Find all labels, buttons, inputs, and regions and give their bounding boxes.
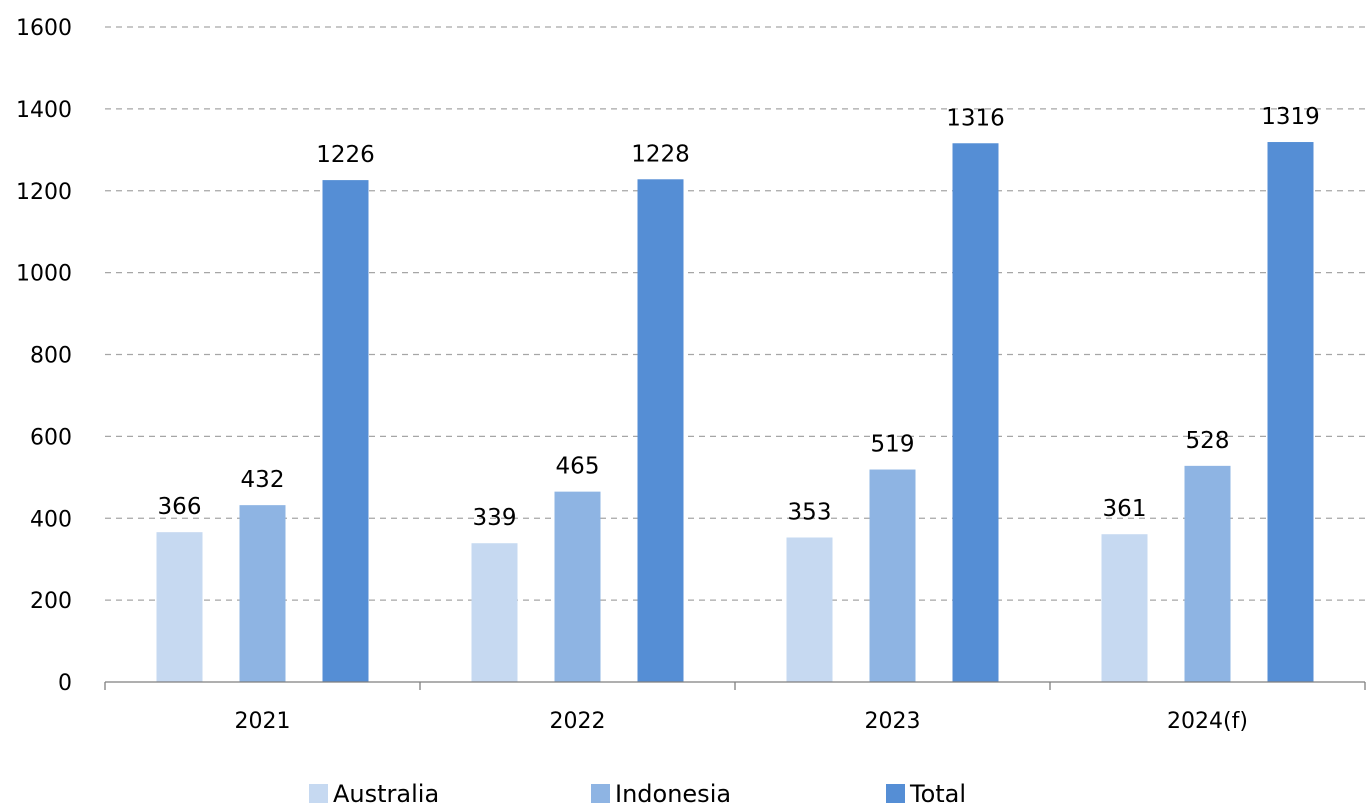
y-tick-label-600: 600: [30, 425, 72, 450]
bars: [156, 142, 1314, 683]
legend: Australia Indonesia Total: [309, 780, 966, 805]
legend-label-indonesia: Indonesia: [615, 780, 731, 805]
bar-australia-2021: [156, 532, 203, 682]
y-tick-label-400: 400: [30, 507, 72, 532]
bar-total-2023: [952, 143, 999, 682]
y-tick-label-0: 0: [58, 671, 72, 696]
data-label-total-2024-f: 1319: [1261, 104, 1320, 130]
y-tick-label-1600: 1600: [16, 16, 72, 41]
data-label-australia-2023: 353: [788, 499, 832, 525]
data-label-australia-2024-f: 361: [1103, 496, 1147, 522]
legend-swatch-total: [886, 784, 905, 803]
bar-indonesia-2021: [239, 505, 286, 682]
legend-label-australia: Australia: [333, 780, 439, 805]
data-labels: 366 432 1226 339 465 1228 353 519 1316 361 528 1319: [158, 104, 1320, 531]
data-label-total-2022: 1228: [631, 141, 690, 167]
x-axis: 2021 2022 2023 2024(f): [104, 681, 1366, 734]
bar-indonesia-2024-f: [1184, 465, 1231, 682]
bar-indonesia-2022: [554, 491, 601, 682]
x-tick-label-2021: 2021: [235, 709, 291, 734]
data-label-australia-2022: 339: [473, 505, 517, 531]
y-tick-label-1000: 1000: [16, 262, 72, 287]
bar-australia-2023: [786, 537, 833, 682]
y-axis-tick-labels: 0 200 400 600 800 1000 1200 1400 1600: [16, 16, 72, 696]
y-tick-label-200: 200: [30, 589, 72, 614]
x-tick-label-2024-f: 2024(f): [1167, 709, 1248, 734]
data-label-indonesia-2021: 432: [241, 467, 285, 493]
bar-australia-2022: [471, 543, 518, 682]
data-label-total-2021: 1226: [316, 142, 375, 168]
bar-australia-2024-f: [1101, 534, 1148, 682]
data-label-indonesia-2022: 465: [556, 454, 600, 480]
y-tick-label-800: 800: [30, 344, 72, 369]
bar-total-2021: [322, 180, 369, 682]
bar-indonesia-2023: [869, 469, 916, 682]
data-label-australia-2021: 366: [158, 494, 202, 520]
y-tick-label-1200: 1200: [16, 180, 72, 205]
x-tick-label-2023: 2023: [865, 709, 921, 734]
legend-swatch-australia: [309, 784, 328, 803]
legend-swatch-indonesia: [591, 784, 610, 803]
data-label-indonesia-2023: 519: [871, 432, 915, 458]
y-tick-label-1400: 1400: [16, 98, 72, 123]
bar-total-2022: [637, 179, 684, 682]
legend-label-total: Total: [909, 780, 966, 805]
data-label-total-2023: 1316: [946, 105, 1005, 131]
x-tick-label-2022: 2022: [550, 709, 606, 734]
data-label-indonesia-2024-f: 528: [1186, 428, 1230, 454]
gridlines: [105, 26, 1365, 601]
bar-total-2024-f: [1267, 142, 1314, 683]
